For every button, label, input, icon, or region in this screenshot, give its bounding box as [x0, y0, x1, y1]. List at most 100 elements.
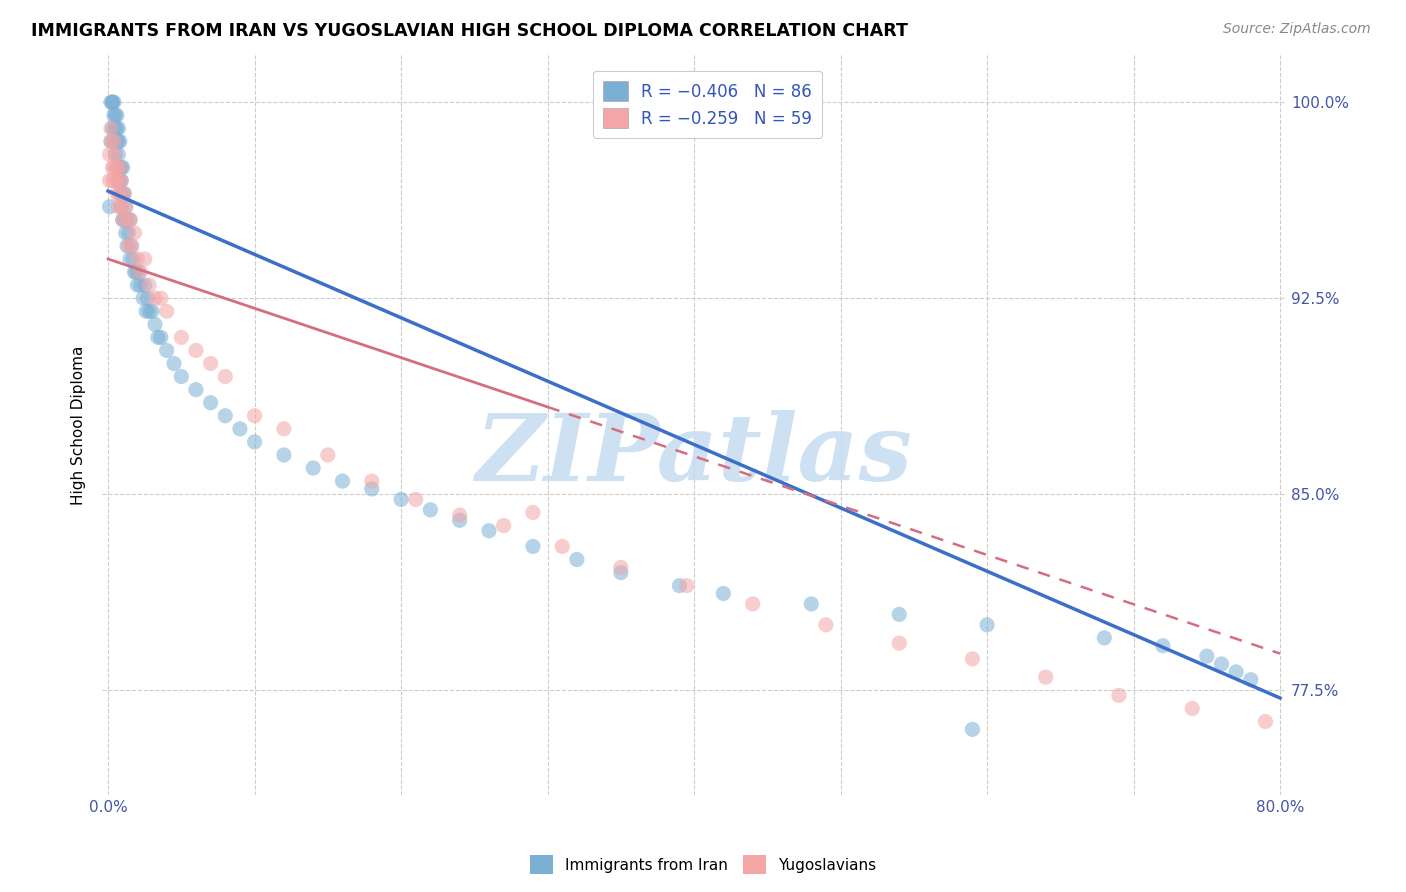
Point	[163, 357, 186, 371]
Point	[135, 304, 157, 318]
Point	[360, 482, 382, 496]
Point	[122, 252, 145, 266]
Point	[522, 506, 544, 520]
Point	[101, 173, 124, 187]
Point	[149, 330, 172, 344]
Point	[104, 121, 127, 136]
Point	[111, 212, 134, 227]
Point	[492, 518, 515, 533]
Point	[711, 586, 734, 600]
Y-axis label: High School Diploma: High School Diploma	[72, 345, 86, 505]
Point	[115, 212, 138, 227]
Point	[107, 134, 129, 148]
Point	[478, 524, 501, 538]
Point	[138, 304, 160, 318]
Legend: Immigrants from Iran, Yugoslavians: Immigrants from Iran, Yugoslavians	[523, 849, 883, 880]
Point	[101, 95, 124, 110]
Point	[184, 343, 207, 358]
Point	[675, 579, 697, 593]
Point	[889, 607, 911, 622]
Point	[449, 513, 471, 527]
Point	[1181, 701, 1204, 715]
Point	[800, 597, 823, 611]
Point	[108, 134, 131, 148]
Point	[103, 95, 125, 110]
Point	[741, 597, 763, 611]
Point	[101, 121, 124, 136]
Point	[107, 147, 129, 161]
Point	[107, 173, 129, 187]
Point	[108, 173, 131, 187]
Point	[110, 200, 132, 214]
Point	[229, 422, 252, 436]
Text: ZIPatlas: ZIPatlas	[475, 409, 912, 500]
Point	[105, 186, 128, 201]
Point	[610, 566, 633, 580]
Point	[117, 226, 139, 240]
Point	[134, 252, 156, 266]
Point	[316, 448, 339, 462]
Point	[889, 636, 911, 650]
Point	[112, 186, 135, 201]
Point	[449, 508, 471, 522]
Point	[360, 474, 382, 488]
Point	[104, 147, 127, 161]
Point	[125, 265, 148, 279]
Point	[104, 108, 127, 122]
Point	[1108, 689, 1130, 703]
Point	[103, 134, 125, 148]
Point	[124, 265, 146, 279]
Point	[129, 278, 152, 293]
Point	[103, 134, 125, 148]
Point	[143, 318, 166, 332]
Point	[302, 461, 325, 475]
Point	[121, 239, 143, 253]
Point	[170, 369, 193, 384]
Point	[100, 134, 122, 148]
Point	[124, 226, 146, 240]
Point	[565, 552, 588, 566]
Point	[184, 383, 207, 397]
Text: Source: ZipAtlas.com: Source: ZipAtlas.com	[1223, 22, 1371, 37]
Point	[1240, 673, 1263, 687]
Point	[101, 161, 124, 175]
Point	[111, 212, 134, 227]
Point	[1211, 657, 1233, 671]
Point	[522, 540, 544, 554]
Point	[214, 369, 236, 384]
Point	[129, 265, 152, 279]
Point	[114, 226, 136, 240]
Point	[111, 161, 134, 175]
Point	[107, 121, 129, 136]
Point	[104, 147, 127, 161]
Point	[243, 409, 266, 423]
Point	[668, 579, 690, 593]
Point	[200, 357, 222, 371]
Point	[104, 173, 127, 187]
Point	[128, 265, 150, 279]
Point	[1254, 714, 1277, 729]
Point	[138, 278, 160, 293]
Point	[143, 291, 166, 305]
Point	[108, 161, 131, 175]
Point	[98, 147, 121, 161]
Point	[117, 239, 139, 253]
Point	[98, 173, 121, 187]
Point	[100, 134, 122, 148]
Point	[610, 560, 633, 574]
Point	[243, 434, 266, 449]
Point	[136, 291, 159, 305]
Point	[962, 652, 984, 666]
Point	[103, 161, 125, 175]
Point	[100, 95, 122, 110]
Point	[146, 330, 169, 344]
Point	[107, 200, 129, 214]
Point	[273, 448, 295, 462]
Point	[141, 304, 163, 318]
Point	[110, 200, 132, 214]
Point	[1225, 665, 1247, 679]
Point	[114, 200, 136, 214]
Point	[1195, 649, 1218, 664]
Point	[118, 212, 141, 227]
Point	[105, 134, 128, 148]
